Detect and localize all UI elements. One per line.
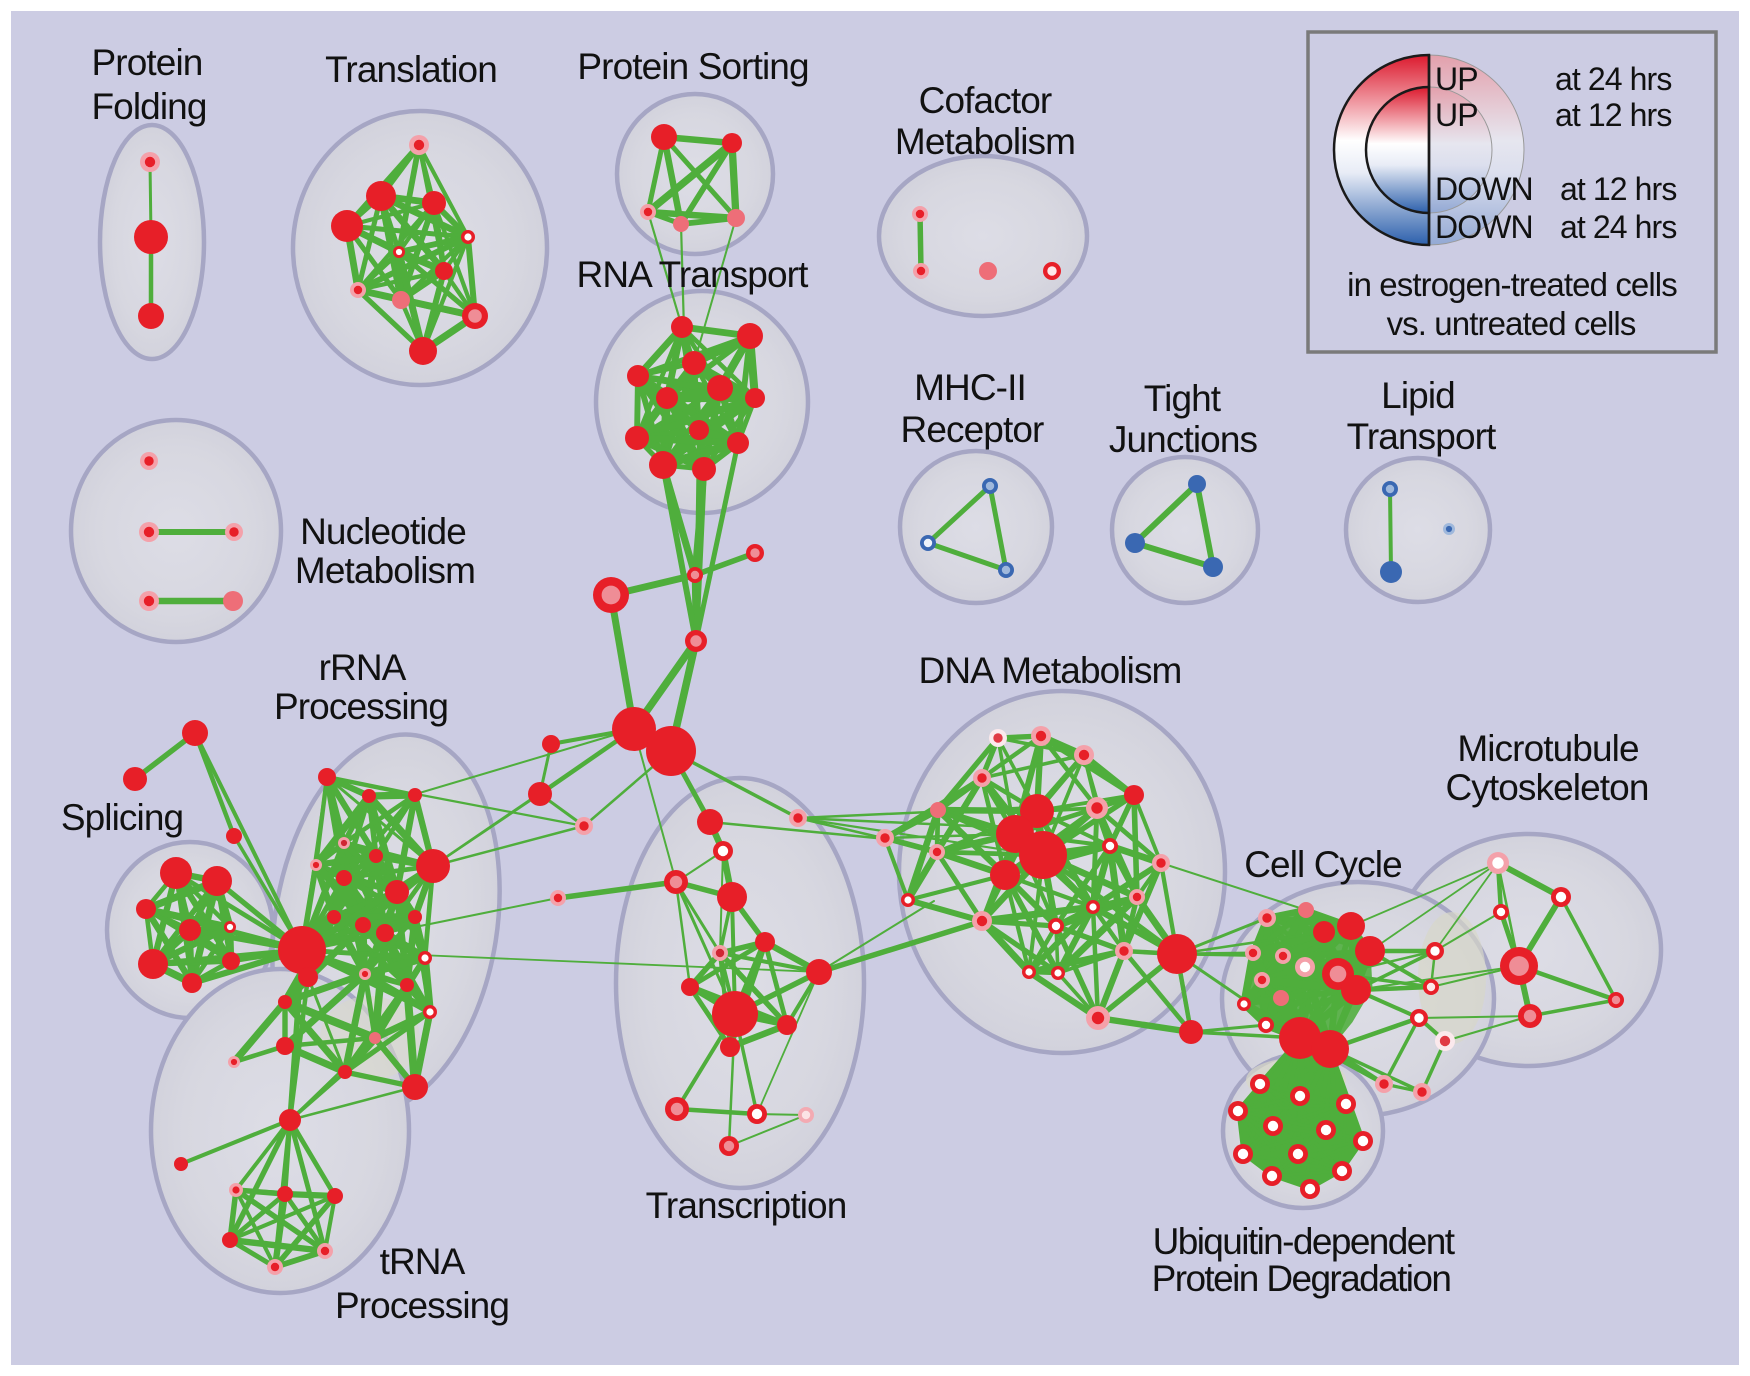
svg-text:DNA Metabolism: DNA Metabolism: [919, 650, 1182, 691]
svg-text:in estrogen-treated cells: in estrogen-treated cells: [1347, 266, 1677, 303]
svg-text:RNA Transport: RNA Transport: [577, 254, 810, 295]
svg-text:Protein: Protein: [92, 42, 203, 83]
svg-text:Processing: Processing: [274, 686, 448, 727]
svg-text:Metabolism: Metabolism: [295, 550, 475, 591]
svg-text:Transport: Transport: [1347, 416, 1497, 457]
svg-text:Protein Sorting: Protein Sorting: [577, 46, 808, 87]
svg-text:Folding: Folding: [91, 86, 206, 127]
svg-text:UP: UP: [1435, 97, 1478, 133]
svg-text:vs. untreated cells: vs. untreated cells: [1387, 305, 1636, 342]
svg-text:Nucleotide: Nucleotide: [300, 511, 466, 552]
svg-text:Lipid: Lipid: [1381, 375, 1455, 416]
svg-text:Cytoskeleton: Cytoskeleton: [1445, 767, 1648, 808]
svg-text:Tight: Tight: [1144, 378, 1222, 419]
svg-text:at 12 hrs: at 12 hrs: [1560, 171, 1676, 207]
svg-text:Splicing: Splicing: [61, 797, 183, 838]
svg-text:Processing: Processing: [335, 1285, 509, 1326]
svg-text:Microtubule: Microtubule: [1457, 728, 1638, 769]
svg-text:Cell Cycle: Cell Cycle: [1244, 844, 1402, 885]
svg-text:MHC-II: MHC-II: [914, 367, 1026, 408]
svg-text:DOWN: DOWN: [1435, 171, 1533, 207]
svg-text:Transcription: Transcription: [646, 1185, 847, 1226]
svg-text:Junctions: Junctions: [1109, 419, 1258, 460]
svg-text:rRNA: rRNA: [319, 647, 407, 688]
svg-text:tRNA: tRNA: [380, 1241, 466, 1282]
svg-text:DOWN: DOWN: [1435, 209, 1533, 245]
svg-text:Protein Degradation: Protein Degradation: [1152, 1258, 1451, 1299]
svg-text:at 12 hrs: at 12 hrs: [1555, 97, 1671, 133]
svg-text:Receptor: Receptor: [901, 409, 1045, 450]
svg-text:at 24 hrs: at 24 hrs: [1560, 209, 1676, 245]
svg-text:Metabolism: Metabolism: [895, 121, 1075, 162]
svg-text:Ubiquitin-dependent: Ubiquitin-dependent: [1153, 1221, 1456, 1262]
svg-text:at 24 hrs: at 24 hrs: [1555, 61, 1671, 97]
svg-text:Translation: Translation: [325, 49, 497, 90]
svg-text:UP: UP: [1435, 61, 1478, 97]
svg-text:Cofactor: Cofactor: [919, 80, 1052, 121]
